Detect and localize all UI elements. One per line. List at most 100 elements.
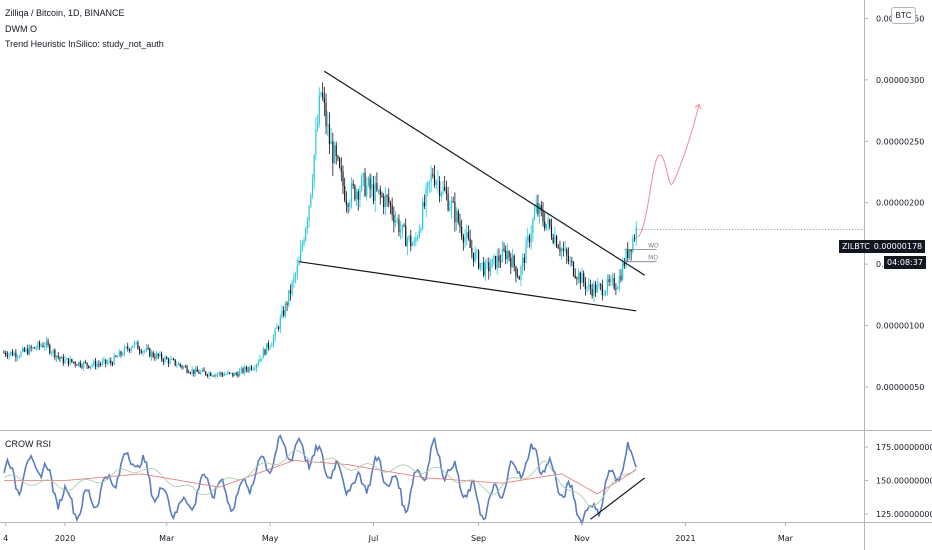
candle-body: [40, 345, 42, 347]
candle-body: [325, 103, 327, 126]
candle-body: [618, 275, 620, 289]
candle-body: [279, 317, 281, 329]
candle-body: [479, 263, 481, 269]
candle-body: [347, 204, 349, 207]
candle-body: [242, 368, 244, 373]
candle-body: [625, 249, 627, 267]
candle-body: [461, 226, 463, 237]
candle-body: [594, 284, 597, 293]
candle-body: [579, 272, 581, 284]
candle-body: [71, 358, 73, 362]
candle-body: [116, 356, 119, 358]
candle-body: [300, 248, 302, 262]
candle-body: [91, 364, 93, 367]
candle-body: [35, 348, 37, 350]
rsi-panel-title: CROW RSI: [5, 439, 51, 449]
price-tick-label: 0.00000050: [876, 383, 924, 392]
candle-body: [250, 366, 253, 370]
candle-body: [44, 346, 46, 348]
price-tick-label: 0.00000300: [876, 76, 924, 85]
candle-body: [10, 351, 12, 354]
rsi-tick-label: 150.00000000: [876, 477, 932, 486]
candle-body: [259, 358, 261, 363]
candle-body: [572, 262, 575, 276]
candle-body: [518, 276, 520, 280]
candle-body: [244, 366, 246, 373]
candle-body: [611, 278, 614, 280]
candle-body: [274, 328, 276, 338]
candle-body: [288, 290, 290, 306]
candle-body: [340, 167, 342, 172]
candle-body: [162, 359, 164, 362]
candle-body: [115, 355, 117, 357]
candle-body: [466, 232, 468, 238]
candle-body: [206, 374, 208, 377]
candle-body: [3, 352, 5, 354]
currency-badge[interactable]: BTC: [891, 7, 916, 24]
candle-body: [110, 360, 112, 363]
time-tick-label: 2020: [55, 534, 75, 543]
candle-body: [222, 374, 224, 376]
candle-body: [54, 349, 56, 358]
candle-body: [276, 327, 278, 329]
candle-body: [16, 356, 19, 358]
candle-body: [388, 197, 390, 203]
candle-body: [62, 356, 64, 364]
candle-body: [20, 351, 22, 357]
candle-body: [586, 286, 588, 289]
candle-body: [55, 355, 58, 358]
candle-body: [120, 351, 122, 355]
time-tick-label: Mar: [159, 534, 175, 543]
trendline-lower: [298, 261, 637, 312]
candle-body: [38, 342, 41, 347]
time-tick-label: Sep: [471, 534, 486, 543]
candle-body: [145, 347, 147, 351]
candle-body: [389, 202, 392, 206]
candle-body: [179, 363, 181, 366]
candle-body: [532, 219, 534, 234]
candle-body: [5, 352, 7, 355]
candle-body: [57, 355, 59, 358]
candle-body: [401, 225, 403, 231]
candle-body: [364, 173, 366, 196]
candle-body: [8, 353, 10, 357]
candle-body: [194, 368, 197, 374]
candle-body: [164, 357, 166, 362]
candle-body: [25, 348, 27, 352]
candle-body: [454, 202, 456, 223]
candle-body: [361, 176, 363, 191]
candle-body: [433, 175, 436, 185]
candle-body: [391, 205, 393, 215]
candle-body: [596, 284, 598, 293]
candle-body: [606, 279, 609, 291]
candle-body: [306, 220, 309, 229]
candle-body: [305, 228, 307, 241]
candle-body: [489, 267, 492, 272]
candle-body: [262, 349, 264, 359]
candle-body: [411, 244, 414, 247]
candle-body: [377, 189, 380, 191]
candle-body: [550, 226, 553, 238]
candle-body: [379, 189, 381, 195]
candle-body: [264, 349, 266, 355]
candle-body: [508, 251, 510, 258]
candle-body: [537, 202, 539, 214]
candle-body: [623, 262, 625, 267]
candle-body: [628, 249, 631, 258]
candle-body: [591, 289, 593, 296]
candle-body: [49, 344, 51, 354]
candle-body: [171, 358, 173, 360]
price-tag-symbol: ZILBTC: [842, 242, 870, 251]
candle-body: [166, 357, 168, 360]
candle-body: [313, 155, 315, 182]
candle-body: [184, 366, 186, 368]
candle-body: [428, 181, 431, 183]
candle-body: [42, 345, 44, 348]
candle-body: [506, 251, 509, 260]
candle-body: [230, 372, 232, 374]
candle-body: [371, 184, 373, 189]
candle-body: [601, 285, 603, 296]
candle-body: [149, 348, 151, 357]
candle-body: [79, 362, 81, 367]
